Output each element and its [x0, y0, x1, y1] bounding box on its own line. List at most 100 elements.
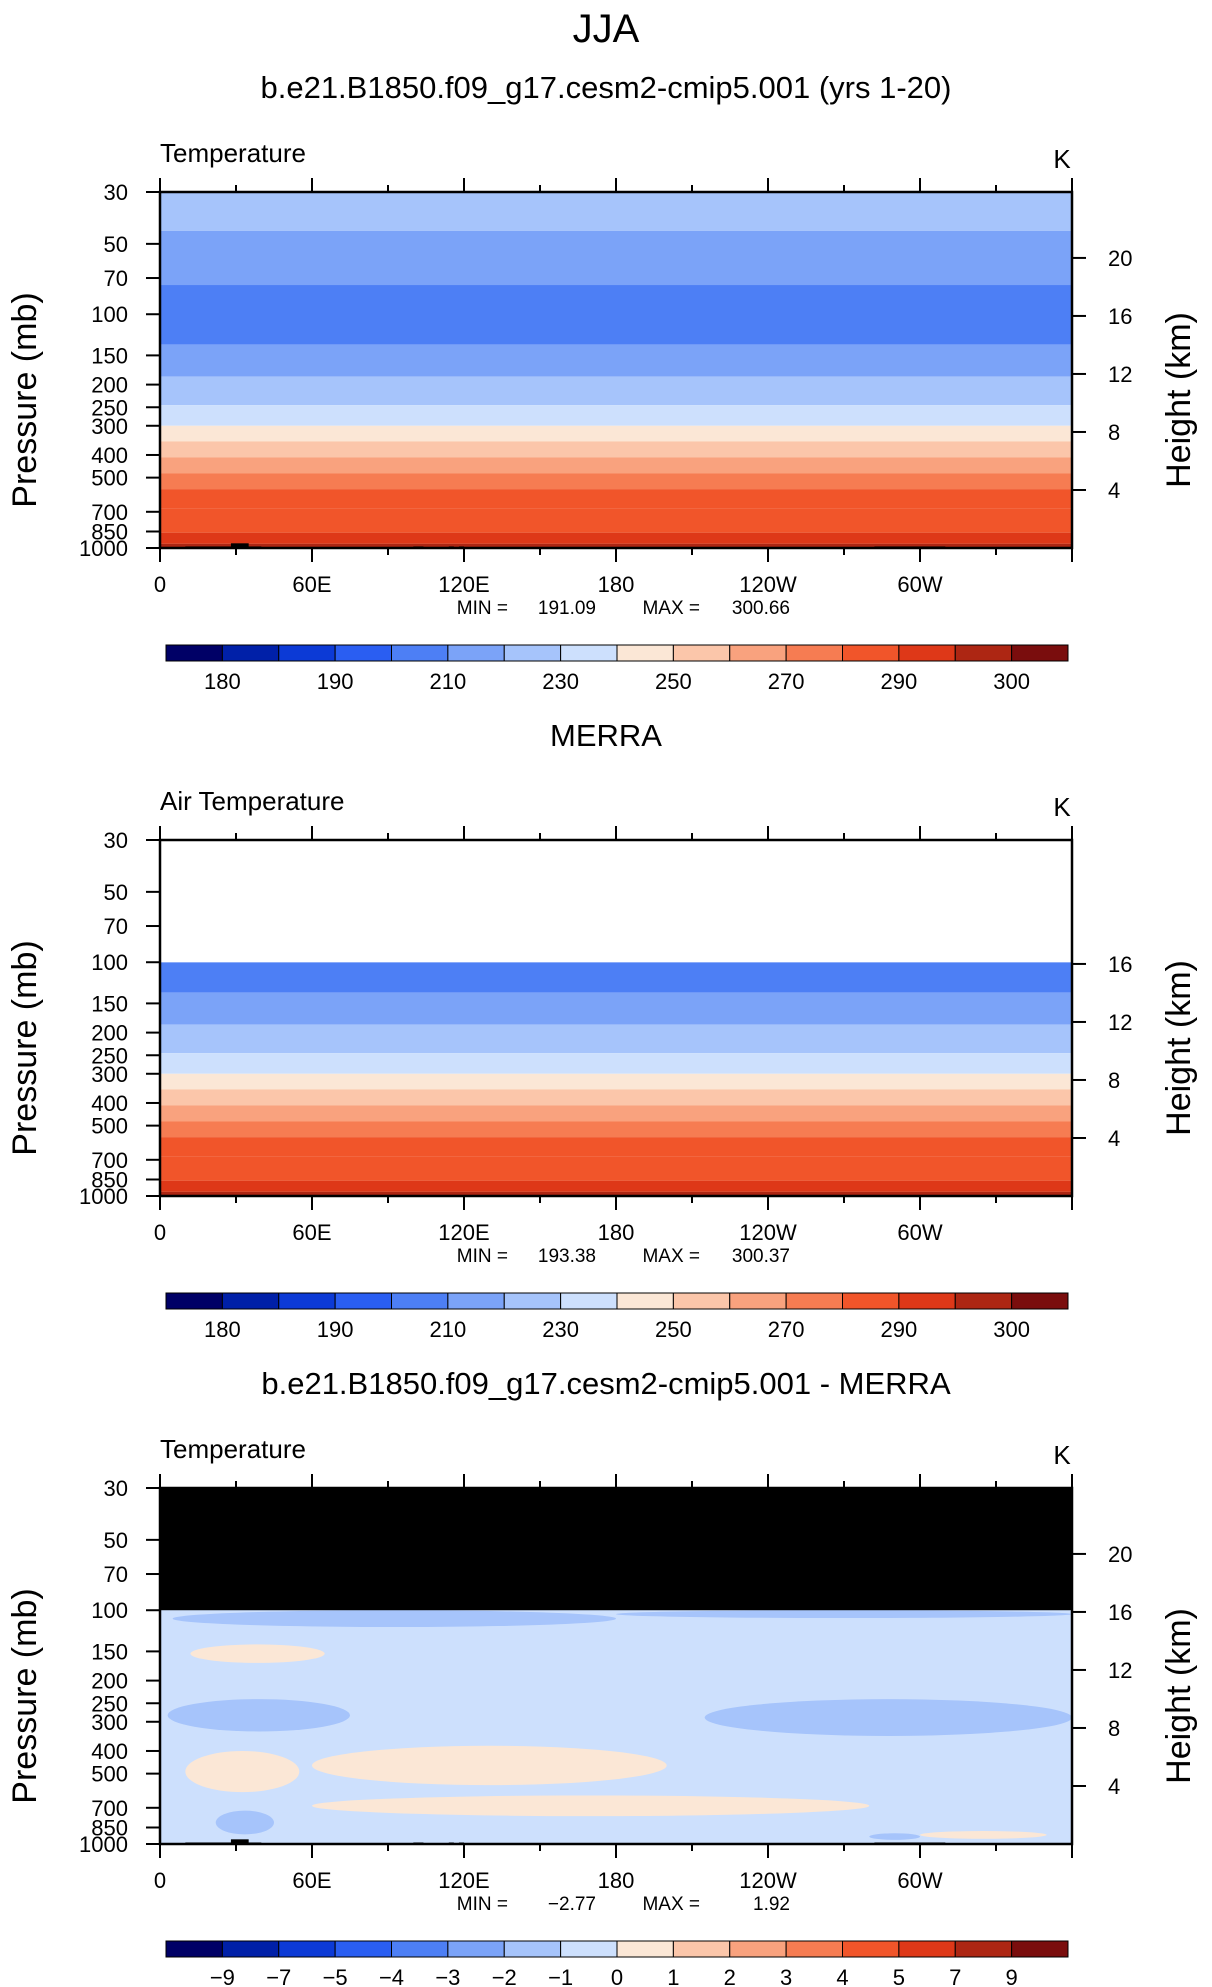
stat-min-label: MIN =: [457, 598, 508, 619]
y-tick-label: 400: [91, 1739, 128, 1764]
colorbar: −9 −7 −5 −4 −3 −2 −1 0 1 2 3 4 5 7 9: [165, 1940, 1069, 1987]
contour-band: [160, 543, 1072, 548]
stat-min-value: 191.09: [538, 598, 596, 619]
chart-title: b.e21.B1850.f09_g17.cesm2-cmip5.001 - ME…: [261, 1366, 951, 1401]
x-tick-label: 120W: [739, 572, 797, 597]
contour-band: [160, 285, 1072, 345]
y2-tick-label: 12: [1108, 1658, 1132, 1683]
y2-tick-label: 8: [1108, 1068, 1120, 1093]
x-tick-label: 120E: [438, 572, 489, 597]
x-tick-label: 60E: [292, 1220, 331, 1245]
colorbar-label: 230: [542, 669, 579, 694]
colorbar: 180 190 210 230 250 270 290 300: [165, 1292, 1069, 1342]
y2-tick-label: 8: [1108, 1716, 1120, 1741]
colorbar-swatch: [503, 1292, 562, 1310]
y-tick-label: 150: [91, 343, 128, 368]
colorbar-label: 180: [204, 1317, 241, 1342]
stat-min-value: 193.38: [538, 1246, 596, 1267]
y2-tick-label: 16: [1108, 952, 1132, 977]
units-label: K: [1053, 1440, 1071, 1470]
y-tick-label: 150: [91, 991, 128, 1016]
x-tick-label: 120W: [739, 1868, 797, 1893]
contour-band: [160, 1053, 1072, 1074]
y2-axis-label: Height (km): [1160, 960, 1198, 1136]
x-tick-label: 60W: [897, 1868, 942, 1893]
y-tick-label: 1000: [79, 1184, 128, 1209]
colorbar-swatch: [1011, 1940, 1069, 1958]
x-tick-label: 60W: [897, 572, 942, 597]
y2-tick-label: 16: [1108, 1600, 1132, 1625]
y2-tick-label: 12: [1108, 1010, 1132, 1035]
y-tick-label: 50: [104, 880, 128, 905]
colorbar-swatch: [954, 1292, 1013, 1310]
contour-band: [160, 457, 1072, 474]
colorbar-label: 180: [204, 669, 241, 694]
y-tick-label: 400: [91, 443, 128, 468]
colorbar-label: −4: [379, 1965, 404, 1987]
colorbar-swatch: [334, 1940, 392, 1958]
y-tick-label: 850: [91, 1816, 128, 1841]
x-tick-label: 0: [154, 572, 166, 597]
x-tick-label: 180: [598, 572, 635, 597]
colorbar-swatch: [447, 1292, 505, 1310]
contour-band: [160, 230, 1072, 286]
missing-region: [160, 840, 1072, 963]
x-tick-label: 120E: [438, 1220, 489, 1245]
colorbar-swatch: [447, 644, 505, 662]
y-tick-label: 150: [91, 1639, 128, 1664]
contour-band: [160, 192, 1072, 231]
colorbar-swatch: [616, 1940, 674, 1958]
y2-tick-label: 4: [1108, 478, 1120, 503]
colorbar-label: 3: [780, 1965, 792, 1987]
colorbar-swatch: [278, 644, 336, 662]
y-tick-label: 100: [91, 1598, 128, 1623]
colorbar-label: 270: [768, 1317, 805, 1342]
y-tick-label: 50: [104, 1528, 128, 1553]
stat-max-value: 1.92: [753, 1894, 790, 1915]
contour-band: [160, 1180, 1072, 1192]
colorbar-swatch: [729, 1940, 787, 1958]
colorbar-swatch: [165, 644, 223, 662]
y-tick-label: 30: [104, 1476, 128, 1501]
y-tick-label: 1000: [79, 1832, 128, 1857]
contour-band: [160, 376, 1072, 406]
colorbar-label: 210: [430, 1317, 467, 1342]
colorbar-label: −2: [492, 1965, 517, 1987]
y-tick-label: 1000: [79, 536, 128, 561]
y-tick-label: 850: [91, 520, 128, 545]
stat-max-label: MAX =: [642, 598, 700, 619]
x-tick-label: 0: [154, 1220, 166, 1245]
colorbar-label: 5: [893, 1965, 905, 1987]
colorbar-swatch: [560, 644, 618, 662]
colorbar-swatch: [954, 1940, 1013, 1958]
x-tick-label: 120E: [438, 1868, 489, 1893]
colorbar-label: 300: [993, 1317, 1030, 1342]
contour-region: [185, 1750, 300, 1793]
y2-axis-label: Height (km): [1160, 312, 1198, 488]
contour-band: [160, 1073, 1072, 1090]
colorbar-label: 290: [881, 669, 918, 694]
colorbar-swatch: [1011, 644, 1069, 662]
colorbar-label: 250: [655, 669, 692, 694]
y-tick-label: 700: [91, 1796, 128, 1821]
colorbar-swatch: [898, 644, 956, 662]
colorbar-label: −9: [210, 1965, 235, 1987]
colorbar-swatch: [503, 644, 562, 662]
x-tick-label: 0: [154, 1868, 166, 1893]
y2-tick-label: 8: [1108, 420, 1120, 445]
y-tick-label: 200: [91, 1021, 128, 1046]
y-tick-label: 250: [91, 1043, 128, 1068]
stat-max-value: 300.66: [732, 598, 790, 619]
y-tick-label: 100: [91, 302, 128, 327]
colorbar-label: 230: [542, 1317, 579, 1342]
y-tick-label: 500: [91, 1762, 128, 1787]
y-tick-label: 30: [104, 180, 128, 205]
colorbar-swatch: [785, 1292, 843, 1310]
contour-band: [160, 441, 1072, 458]
units-label: K: [1053, 144, 1071, 174]
colorbar-swatch: [898, 1940, 956, 1958]
colorbar-swatch: [221, 1292, 280, 1310]
contour-band: [160, 508, 1072, 533]
contour-band: [160, 405, 1072, 426]
y2-axis-label: Height (km): [1160, 1608, 1198, 1784]
